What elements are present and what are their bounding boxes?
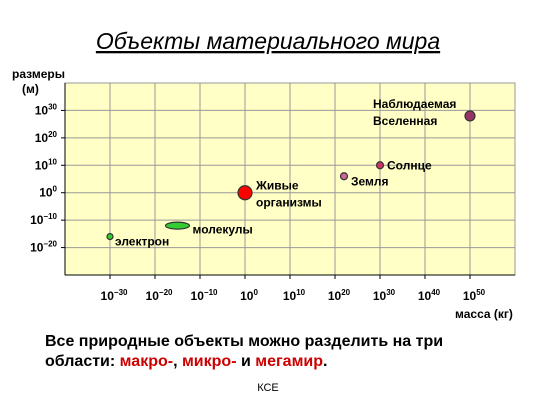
summary-part: микро- <box>182 353 237 370</box>
tick-label: 1010 <box>35 157 58 172</box>
tick-base: 10 <box>373 289 387 303</box>
point-label: Живые <box>255 179 299 193</box>
tick-base: 10 <box>240 289 254 303</box>
tick-label: 1050 <box>463 288 486 303</box>
tick-exponent: −30 <box>114 288 128 297</box>
tick-exponent: 0 <box>253 288 258 297</box>
tick-exponent: 10 <box>296 288 305 297</box>
chart-title: Объекты материального мира <box>96 28 440 54</box>
point-label: Наблюдаемая <box>373 97 456 111</box>
tick-base: 10 <box>39 186 53 200</box>
tick-label: 100 <box>39 185 57 200</box>
tick-base: 10 <box>35 158 49 172</box>
tick-exponent: −10 <box>43 212 57 221</box>
summary-part: макро- <box>120 353 173 370</box>
tick-exponent: 50 <box>476 288 485 297</box>
summary-part: , <box>173 353 182 370</box>
tick-label: 1030 <box>373 288 396 303</box>
point-label: молекулы <box>193 223 253 237</box>
tick-label: 1020 <box>328 288 351 303</box>
tick-label: 10−10 <box>191 288 218 303</box>
summary-part: мегамир <box>255 353 323 370</box>
tick-base: 10 <box>30 241 44 255</box>
point <box>375 161 385 170</box>
point <box>106 233 114 241</box>
point-label: электрон <box>115 235 169 249</box>
tick-base: 10 <box>146 289 160 303</box>
tick-base: 10 <box>30 213 44 227</box>
tick-exponent: 0 <box>53 185 58 194</box>
summary-part: . <box>323 353 327 370</box>
tick-exponent: 30 <box>48 102 57 111</box>
tick-label: 100 <box>240 288 258 303</box>
footer: КСЕ <box>257 382 279 394</box>
tick-base: 10 <box>35 131 49 145</box>
point-label: Вселенная <box>373 114 437 128</box>
tick-base: 10 <box>418 289 432 303</box>
tick-base: 10 <box>191 289 205 303</box>
point <box>339 172 349 181</box>
point-label: Солнце <box>387 158 432 172</box>
point-label: организмы <box>256 196 322 210</box>
tick-exponent: −20 <box>159 288 173 297</box>
tick-label: 10−10 <box>30 212 57 227</box>
point-label: Земля <box>351 174 389 188</box>
tick-base: 10 <box>101 289 115 303</box>
tick-label: 1030 <box>35 102 58 117</box>
summary: области: макро-, микро- и мегамир. <box>45 353 327 370</box>
point <box>164 221 191 230</box>
tick-label: 10−30 <box>101 288 128 303</box>
tick-exponent: 20 <box>48 130 57 139</box>
point <box>237 185 253 201</box>
tick-base: 10 <box>283 289 297 303</box>
tick-label: 10−20 <box>146 288 173 303</box>
tick-exponent: 40 <box>431 288 440 297</box>
tick-exponent: 20 <box>341 288 350 297</box>
tick-label: 10−20 <box>30 240 57 255</box>
summary-part: и <box>237 353 256 370</box>
y-axis-label: (м) <box>22 82 39 96</box>
tick-label: 1020 <box>35 130 58 145</box>
tick-base: 10 <box>463 289 477 303</box>
tick-base: 10 <box>35 103 49 117</box>
tick-base: 10 <box>328 289 342 303</box>
point <box>464 110 476 122</box>
tick-exponent: 10 <box>48 157 57 166</box>
summary: Все природные объекты можно разделить на… <box>45 333 443 350</box>
tick-label: 1010 <box>283 288 306 303</box>
tick-exponent: −20 <box>43 240 57 249</box>
summary-part: области: <box>45 353 120 370</box>
tick-exponent: 30 <box>386 288 395 297</box>
y-axis-label: размеры <box>12 67 65 81</box>
tick-exponent: −10 <box>204 288 218 297</box>
x-axis-label: масса (кг) <box>455 307 513 321</box>
tick-label: 1040 <box>418 288 441 303</box>
